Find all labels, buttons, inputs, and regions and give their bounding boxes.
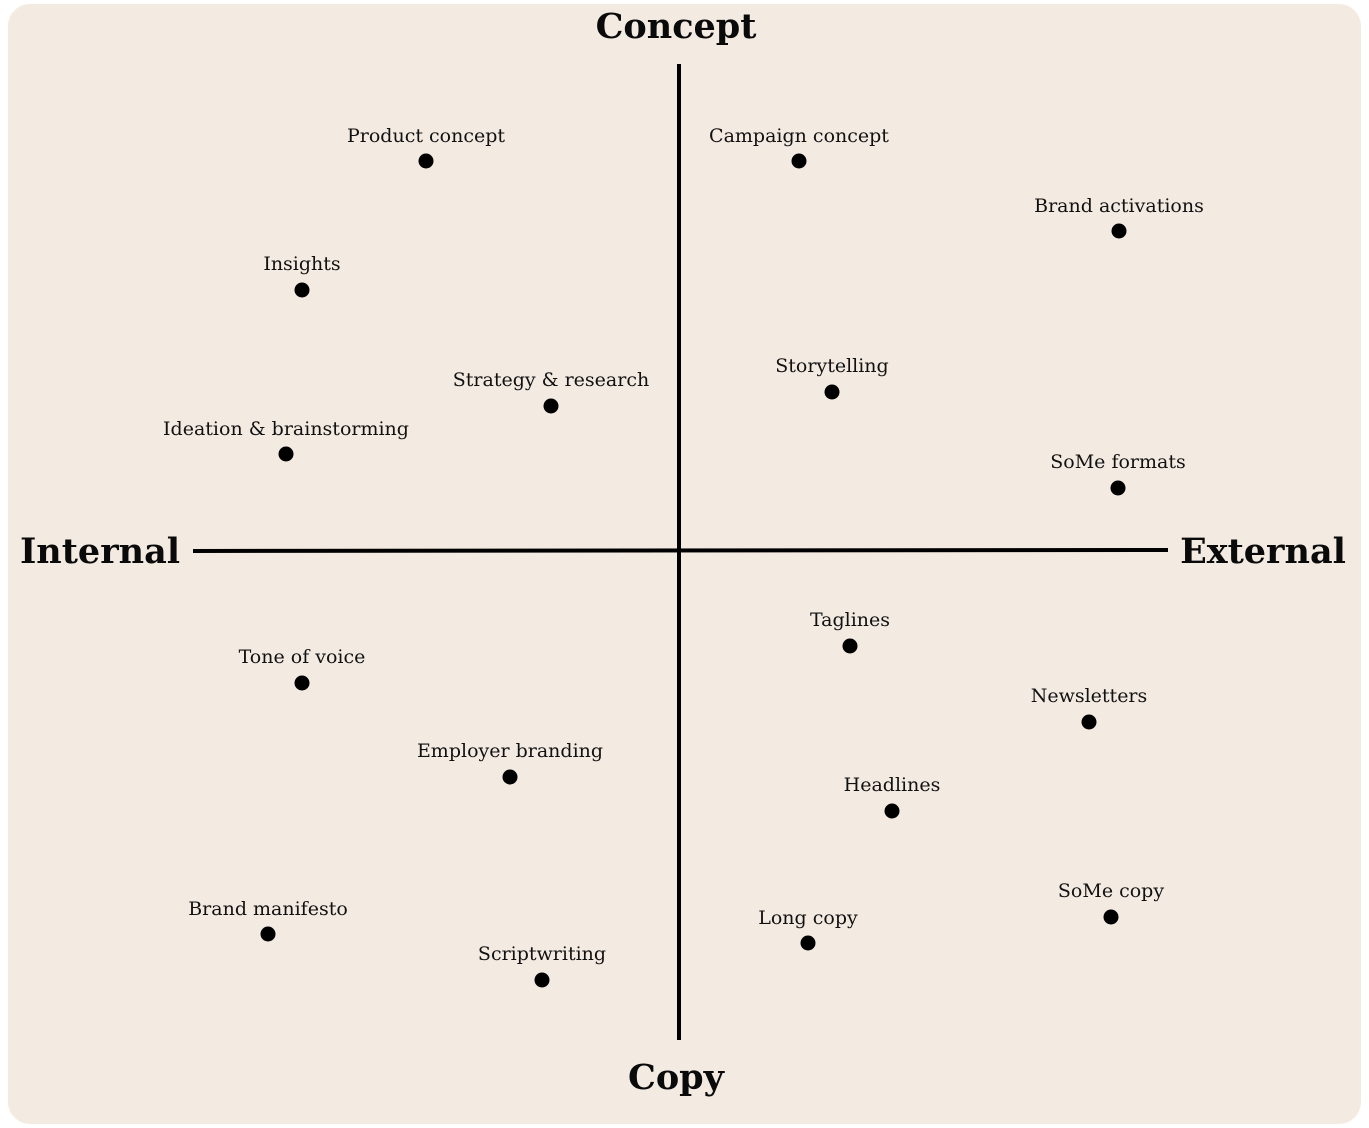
point-marker	[1110, 480, 1126, 496]
diagram-item: Storytelling	[775, 355, 889, 400]
diagram-item: SoMe copy	[1058, 880, 1164, 925]
point-label: Taglines	[810, 609, 890, 631]
diagram-item: Tone of voice	[239, 646, 366, 691]
point-label: Ideation & brainstorming	[163, 418, 409, 440]
diagram-item: Long copy	[758, 907, 858, 951]
point-marker	[791, 153, 807, 169]
point-label: Campaign concept	[709, 125, 889, 147]
diagram-item: SoMe formats	[1050, 451, 1186, 496]
point-marker	[294, 675, 310, 691]
diagram-item: Employer branding	[417, 740, 603, 785]
axis-label-top: Concept	[596, 6, 757, 47]
point-marker	[278, 446, 294, 462]
diagram-item: Newsletters	[1031, 685, 1148, 730]
point-label: Insights	[263, 253, 340, 275]
point-marker	[502, 769, 518, 785]
diagram-item: Strategy & research	[453, 369, 649, 414]
point-marker	[884, 803, 900, 819]
diagram-item: Product concept	[347, 125, 505, 169]
diagram-item: Campaign concept	[709, 125, 889, 169]
point-marker	[1081, 714, 1097, 730]
diagram-item: Insights	[263, 253, 341, 298]
point-label: Tone of voice	[239, 646, 366, 668]
axis-label-bottom: Copy	[628, 1057, 726, 1098]
diagram-background	[8, 4, 1361, 1124]
diagram-item: Scriptwriting	[478, 943, 606, 988]
diagram-item: Headlines	[844, 774, 941, 819]
point-label: Scriptwriting	[478, 943, 606, 965]
data-points: Product concept Campaign concept Brand act…	[163, 125, 1204, 988]
point-marker	[1111, 223, 1127, 239]
point-marker	[842, 638, 858, 654]
point-marker	[418, 153, 434, 169]
axis-label-left: Internal	[20, 531, 180, 572]
point-marker	[260, 926, 276, 942]
point-label: SoMe formats	[1050, 451, 1185, 473]
point-marker	[1103, 909, 1119, 925]
point-label: Brand manifesto	[188, 898, 348, 920]
point-label: Storytelling	[775, 355, 888, 377]
point-label: Newsletters	[1031, 685, 1148, 707]
point-label: Brand activations	[1034, 195, 1204, 217]
point-marker	[543, 398, 559, 414]
diagram-item: Brand manifesto	[188, 898, 348, 942]
diagram-item: Ideation & brainstorming	[163, 418, 409, 462]
point-label: Headlines	[844, 774, 941, 796]
point-label: SoMe copy	[1058, 880, 1164, 902]
point-label: Employer branding	[417, 740, 603, 762]
axis-label-right: External	[1180, 531, 1346, 572]
diagram-item: Taglines	[810, 609, 890, 654]
point-marker	[534, 972, 550, 988]
horizontal-axis	[192, 548, 1169, 553]
point-label: Strategy & research	[453, 369, 649, 391]
point-marker	[824, 384, 840, 400]
point-label: Product concept	[347, 125, 505, 147]
point-label: Long copy	[758, 907, 858, 929]
diagram-item: Brand activations	[1034, 195, 1204, 239]
point-marker	[800, 935, 816, 951]
point-marker	[294, 282, 310, 298]
